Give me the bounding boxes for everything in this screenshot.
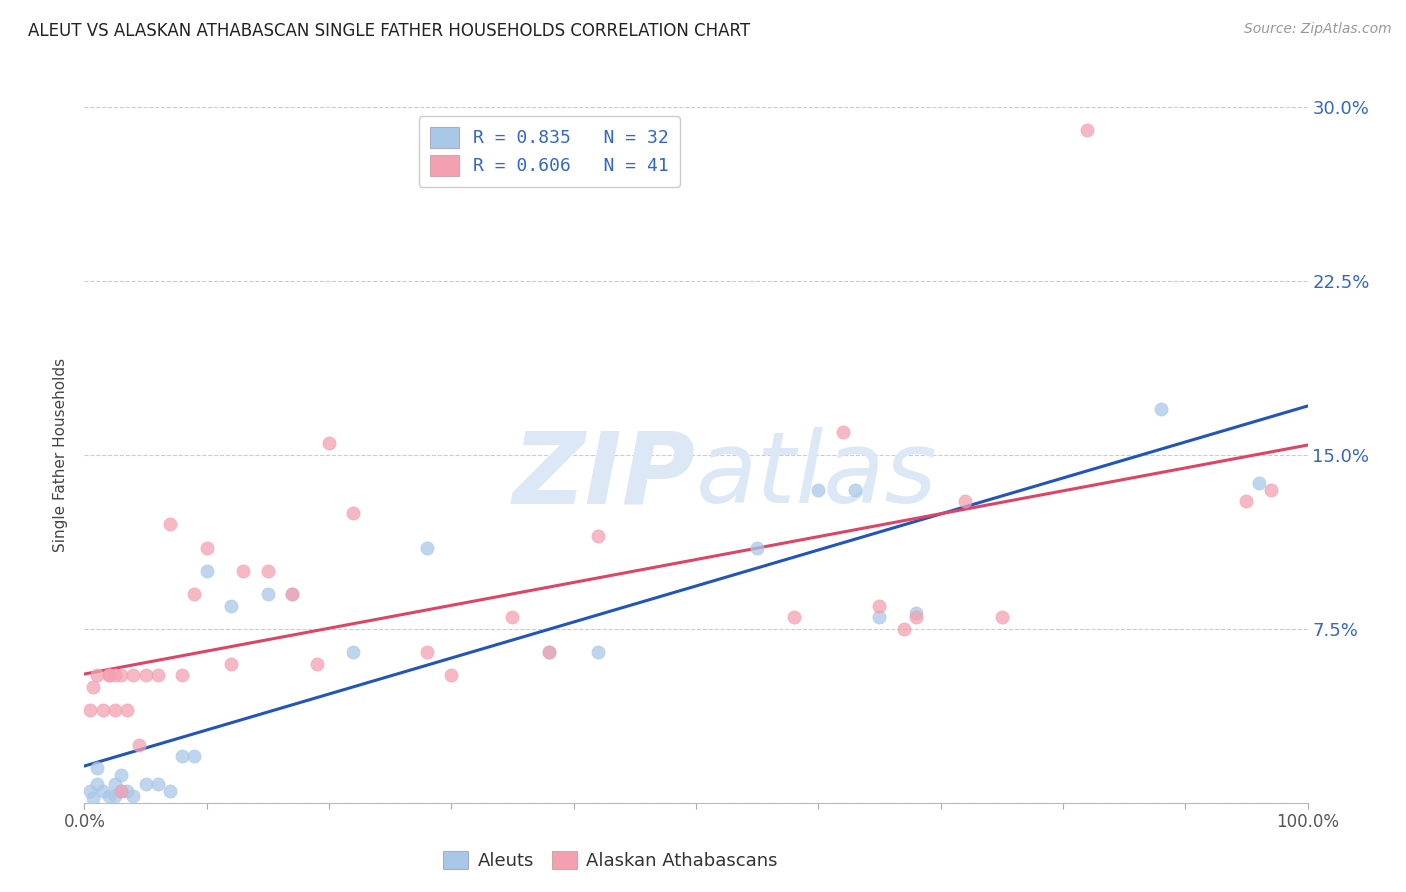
Point (183, 749, 205, 764)
Point (953, 494, 976, 508)
Point (86, 668, 108, 682)
Point (122, 789, 145, 803)
Point (257, 564, 280, 578)
Text: ALEUT VS ALASKAN ATHABASCAN SINGLE FATHER HOUSEHOLDS CORRELATION CHART: ALEUT VS ALASKAN ATHABASCAN SINGLE FATHE… (28, 22, 751, 40)
Point (97, 668, 120, 682)
Point (122, 668, 145, 682)
Point (110, 784, 132, 798)
Point (869, 599, 891, 613)
Point (110, 668, 132, 682)
Point (146, 777, 169, 791)
Point (172, 668, 194, 682)
Point (844, 483, 866, 497)
Point (97, 668, 120, 682)
Y-axis label: Single Father Households: Single Father Households (53, 358, 69, 552)
Point (146, 668, 169, 682)
Point (538, 645, 561, 659)
Point (318, 436, 340, 450)
Point (1247, 475, 1270, 490)
Point (97, 789, 120, 803)
Point (128, 738, 150, 752)
Point (783, 610, 806, 624)
Point (219, 657, 242, 671)
Point (219, 599, 242, 613)
Point (586, 529, 609, 543)
Point (115, 784, 138, 798)
Point (82, 680, 104, 694)
Point (991, 610, 1014, 624)
Point (831, 425, 853, 439)
Point (440, 668, 463, 682)
Point (86, 777, 108, 791)
Point (1236, 494, 1258, 508)
Text: atlas: atlas (696, 427, 938, 524)
Point (1150, 401, 1173, 416)
Point (104, 668, 127, 682)
Point (159, 784, 181, 798)
Point (1076, 123, 1098, 137)
Point (305, 657, 328, 671)
Point (82, 791, 104, 805)
Point (195, 541, 218, 555)
Point (172, 749, 194, 764)
Point (110, 768, 132, 782)
Point (86, 761, 108, 775)
Point (342, 506, 364, 520)
Text: ZIP: ZIP (513, 427, 696, 524)
Point (281, 587, 304, 601)
Point (115, 703, 138, 717)
Point (91, 703, 114, 717)
Point (79, 784, 101, 798)
Text: Source: ZipAtlas.com: Source: ZipAtlas.com (1244, 22, 1392, 37)
Point (104, 703, 127, 717)
Legend: Aleuts, Alaskan Athabascans: Aleuts, Alaskan Athabascans (436, 844, 785, 877)
Point (807, 483, 830, 497)
Point (183, 587, 205, 601)
Point (586, 645, 609, 659)
Point (110, 784, 132, 798)
Point (342, 645, 364, 659)
Point (905, 606, 928, 620)
Point (905, 610, 928, 624)
Point (91, 784, 114, 798)
Point (416, 645, 439, 659)
Point (893, 622, 915, 636)
Point (195, 564, 218, 578)
Point (135, 777, 157, 791)
Point (416, 541, 439, 555)
Point (502, 610, 524, 624)
Point (869, 610, 891, 624)
Point (104, 789, 127, 803)
Point (232, 564, 254, 578)
Point (159, 517, 181, 532)
Point (281, 587, 304, 601)
Point (747, 541, 769, 555)
Point (1260, 483, 1282, 497)
Point (257, 587, 280, 601)
Point (538, 645, 561, 659)
Point (104, 777, 127, 791)
Point (79, 703, 101, 717)
Point (135, 668, 157, 682)
